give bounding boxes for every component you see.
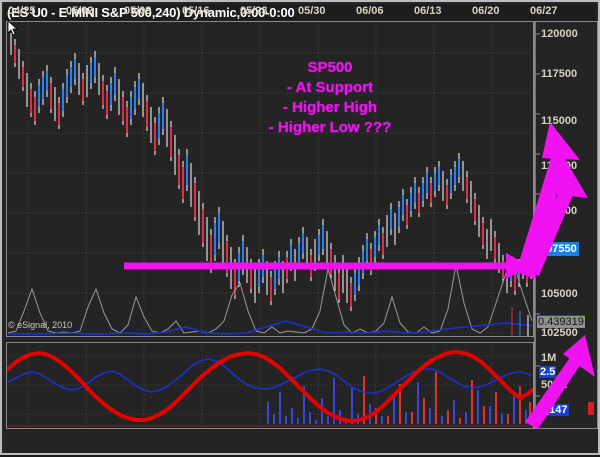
date-label-0: 04/25 [8,5,36,17]
price-label-115000: 115000 [541,115,578,127]
last-bar-markers [511,307,529,337]
window-title: (ES U0 - E-MINI S&P 500,240) Dynamic,0:0… [4,4,596,21]
date-label-2: 05/09 [124,5,152,17]
date-label-1: 05/02 [66,5,94,17]
volume-label-500k: 500K [541,379,568,391]
annotation-line-1: - At Support [286,79,374,96]
volume-marker-label: 2.5 [539,366,557,378]
price-label-120000: 120000 [541,28,578,40]
chart-annotation: SP500 - At Support - Higher High - Highe… [230,58,430,138]
price-chart-svg [6,21,534,337]
price-label-110000: 110000 [541,205,578,217]
oscillator-svg [6,342,534,429]
annotation-line-3: - Higher Low ??? [268,119,392,136]
price-vgridlines [27,21,493,337]
date-axis[interactable] [6,429,598,453]
signal-line [7,358,533,394]
date-label-4: 05/23 [240,5,268,17]
price-volume-overlay [7,255,533,335]
price-label-105000: 105000 [541,288,578,300]
current-volume-label: 9,147 [539,404,569,416]
date-label-5: 05/30 [298,5,326,17]
indicator-value-label: 0.439319 [537,315,585,328]
date-label-8: 06/20 [472,5,500,17]
mouse-cursor [8,21,19,36]
oscillator-line [6,350,534,423]
date-label-6: 06/06 [356,5,384,17]
date-axis-background [6,429,598,453]
volume-red-marker [588,402,594,415]
price-chart-pane[interactable] [6,21,534,337]
oscillator-gridlines [6,355,534,415]
price-gridlines [6,52,534,334]
price-label-112500: 112500 [541,160,578,172]
copyright-label: © eSignal, 2010 [8,320,73,330]
current-price-label: 107550 [538,242,579,256]
date-label-7: 06/13 [414,5,442,17]
annotation-line-2: - Higher High [282,99,378,116]
volume-label-1m: 1M [541,352,557,364]
oscillator-pane[interactable] [6,342,534,429]
price-label-117500: 117500 [541,68,578,80]
date-label-9: 06/27 [530,5,558,17]
price-label-102500: 102500 [541,327,578,339]
annotation-title: SP500 [307,59,353,76]
date-label-3: 05/16 [182,5,210,17]
